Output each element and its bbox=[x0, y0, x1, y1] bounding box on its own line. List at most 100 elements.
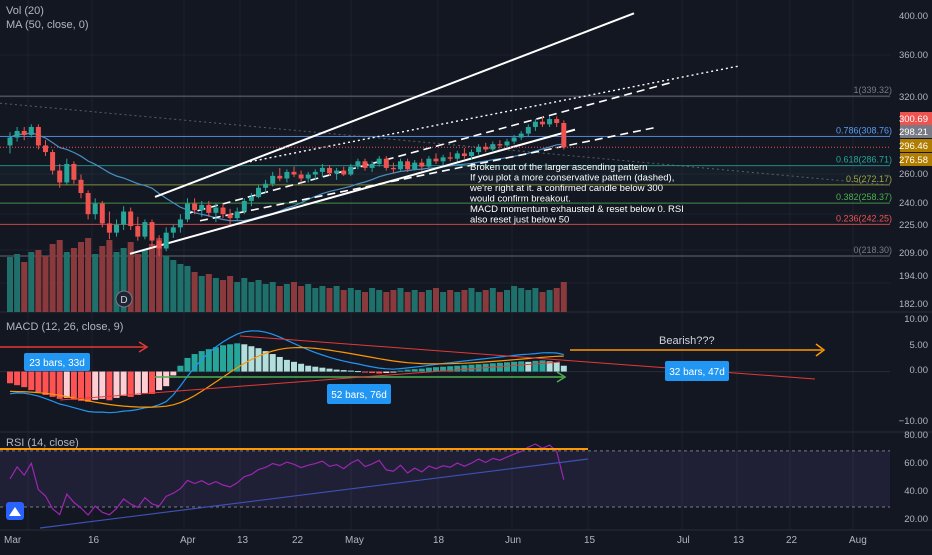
candle-body bbox=[256, 187, 261, 197]
macd-histogram-bar bbox=[42, 371, 49, 395]
fib-level-label: 0(218.30) bbox=[853, 245, 892, 255]
macd-histogram-bar bbox=[99, 371, 106, 399]
volume-bar bbox=[234, 282, 241, 312]
volume-bar bbox=[383, 292, 390, 312]
volume-bar bbox=[220, 280, 226, 312]
macd-histogram-bar bbox=[262, 351, 269, 372]
volume-bar bbox=[21, 262, 28, 312]
bars-box-text: 23 bars, 33d bbox=[29, 358, 85, 369]
macd-histogram-bar bbox=[560, 365, 567, 372]
volume-bar bbox=[177, 264, 184, 312]
candle-body bbox=[170, 227, 176, 233]
candle-body bbox=[35, 126, 41, 146]
macd-histogram-bar bbox=[376, 371, 383, 374]
analysis-annotation[interactable]: Broken out of the larger ascending patte… bbox=[469, 162, 684, 226]
macd-support-line bbox=[59, 361, 561, 401]
macd-indicator-label[interactable]: MACD (12, 26, close, 9) bbox=[6, 321, 123, 333]
annotation-line: we're right at it. a confirmed candle be… bbox=[469, 183, 663, 194]
volume-indicator-label[interactable]: Vol (20) bbox=[6, 5, 44, 17]
candle-body bbox=[14, 130, 20, 138]
macd-bars-box-3[interactable]: 32 bars, 47d bbox=[665, 361, 729, 381]
candle-body bbox=[156, 240, 162, 249]
dividend-event-badge[interactable]: D bbox=[115, 290, 133, 308]
macd-histogram-bar bbox=[255, 348, 262, 372]
candle-body bbox=[227, 214, 233, 219]
rsi-band bbox=[0, 450, 890, 507]
macd-histogram-bar bbox=[333, 369, 340, 372]
candle-body bbox=[192, 203, 198, 211]
macd-histogram-bar bbox=[191, 354, 198, 372]
macd-histogram-bar bbox=[291, 361, 297, 372]
candle-body bbox=[92, 203, 98, 215]
rsi-panel[interactable] bbox=[0, 443, 890, 529]
macd-histogram-bar bbox=[539, 360, 546, 372]
macd-histogram-bar bbox=[425, 367, 432, 372]
volume-bar bbox=[92, 254, 99, 312]
volume-bar bbox=[390, 290, 397, 312]
candle-body bbox=[277, 175, 283, 179]
macd-histogram-bar bbox=[198, 351, 205, 372]
candle-body bbox=[99, 203, 105, 224]
volume-bar bbox=[269, 282, 276, 312]
candle-body bbox=[106, 223, 112, 233]
volume-bar bbox=[447, 290, 454, 312]
macd-bars-box-1[interactable]: 23 bars, 33d bbox=[24, 353, 90, 371]
macd-bars-box-2[interactable]: 52 bars, 76d bbox=[327, 384, 391, 404]
volume-bar bbox=[525, 290, 532, 312]
candle-body bbox=[43, 145, 48, 153]
volume-bar bbox=[35, 250, 42, 312]
volume-bar bbox=[163, 256, 170, 312]
fib-level-label: 0.618(286.71) bbox=[836, 155, 892, 165]
price-tick: 360.00 bbox=[899, 50, 928, 61]
macd-tick: 5.00 bbox=[910, 340, 929, 351]
volume-bar bbox=[369, 288, 376, 312]
macd-histogram-bar bbox=[184, 357, 191, 372]
dotted-channel-line bbox=[244, 65, 739, 164]
dashed-channel-upper bbox=[184, 81, 674, 215]
volume-bar bbox=[347, 288, 354, 312]
trend-channels[interactable] bbox=[129, 12, 739, 255]
ma-indicator-label[interactable]: MA (50, close, 0) bbox=[6, 19, 89, 31]
volume-bar bbox=[418, 292, 425, 312]
price-tick: 225.00 bbox=[899, 220, 928, 231]
candle-body bbox=[114, 224, 119, 233]
volume-bar bbox=[291, 282, 297, 312]
time-tick: 13 bbox=[237, 535, 249, 546]
macd-panel[interactable] bbox=[0, 330, 890, 414]
tradingview-logo[interactable] bbox=[6, 502, 24, 520]
macd-histogram-bar bbox=[553, 362, 560, 372]
macd-histogram-bar bbox=[347, 370, 354, 372]
time-axis[interactable]: Mar 16 Apr 13 22 May 18 Jun 15 Jul 13 22 Aug bbox=[4, 535, 867, 546]
candle-body bbox=[554, 119, 560, 124]
candle-body bbox=[163, 232, 169, 249]
volume-bar bbox=[425, 290, 432, 312]
candle-body bbox=[426, 158, 432, 167]
candle-body bbox=[447, 157, 453, 159]
macd-histogram-bar bbox=[177, 365, 184, 372]
volume-bar bbox=[78, 242, 84, 312]
price-badge-bg bbox=[900, 153, 932, 166]
volume-bar bbox=[134, 254, 141, 312]
volume-bar bbox=[489, 288, 496, 312]
macd-histogram-bar bbox=[106, 371, 113, 401]
lower-channel-line bbox=[129, 128, 576, 255]
candle-body bbox=[433, 158, 439, 162]
signal-line bbox=[9, 346, 564, 408]
bearish-label[interactable]: Bearish??? bbox=[659, 335, 715, 347]
volume-bar bbox=[127, 242, 134, 312]
macd-histogram-bar bbox=[49, 371, 56, 397]
rsi-indicator-label[interactable]: RSI (14, close) bbox=[6, 437, 79, 449]
candle-body bbox=[213, 207, 219, 213]
candle-body bbox=[185, 203, 190, 220]
volume-bar bbox=[411, 290, 418, 312]
candle-body bbox=[547, 119, 553, 125]
candle-body bbox=[376, 158, 382, 164]
macd-histogram-bar bbox=[298, 363, 305, 372]
price-tick: 209.00 bbox=[899, 248, 928, 259]
macd-histogram-bar bbox=[496, 362, 503, 372]
price-axis[interactable]: 400.00 360.00 320.00 260.00 240.00 225.00 209.… bbox=[899, 11, 932, 525]
macd-histogram-bar bbox=[149, 371, 155, 394]
volume-bar bbox=[63, 252, 70, 312]
